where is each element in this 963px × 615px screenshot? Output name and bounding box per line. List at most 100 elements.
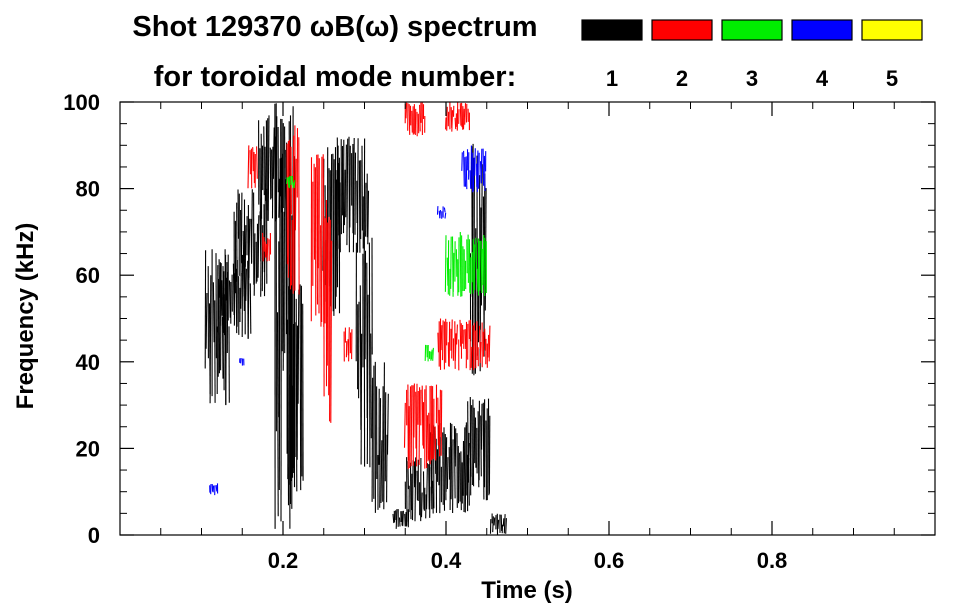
spectral-streak bbox=[410, 385, 413, 467]
y-axis-label: Frequency (kHz) bbox=[12, 223, 39, 410]
spectral-streak bbox=[404, 513, 406, 527]
spectral-streak bbox=[395, 509, 398, 529]
spectral-streak bbox=[349, 145, 351, 228]
spectral-streak bbox=[265, 243, 268, 257]
spectral-streak bbox=[482, 148, 485, 186]
legend-swatch-n4 bbox=[791, 19, 853, 41]
spectral-streak bbox=[281, 153, 284, 352]
series-n1-patch-8 bbox=[355, 232, 373, 468]
y-tick-label: 60 bbox=[76, 263, 100, 288]
legend-swatch-n1 bbox=[581, 19, 643, 41]
spectral-streak bbox=[493, 517, 496, 526]
spectral-streak bbox=[371, 377, 374, 502]
spectral-streak bbox=[444, 235, 447, 292]
spectral-streak bbox=[478, 325, 481, 350]
spectral-streak bbox=[492, 516, 494, 533]
spectral-streak bbox=[240, 192, 243, 264]
spectral-streak bbox=[462, 440, 465, 496]
series-n2-patch-3 bbox=[310, 154, 325, 328]
spectral-streak bbox=[209, 275, 212, 404]
spectral-streak bbox=[425, 385, 428, 469]
spectral-streak bbox=[456, 324, 458, 345]
series-n4 bbox=[209, 145, 487, 496]
spectral-streak bbox=[294, 158, 297, 231]
spectral-streak bbox=[443, 427, 446, 511]
spectral-streak bbox=[264, 146, 267, 201]
spectral-streak bbox=[459, 452, 461, 502]
series-n2-patch-0 bbox=[247, 145, 258, 189]
spectral-streak bbox=[358, 160, 361, 253]
spectral-streak bbox=[497, 519, 500, 529]
spectral-streak bbox=[252, 147, 254, 172]
spectral-streak bbox=[244, 225, 247, 267]
spectral-streak bbox=[421, 385, 424, 446]
spectral-streak bbox=[402, 510, 404, 527]
spectral-streak bbox=[245, 268, 247, 301]
series-n1-patch-10 bbox=[392, 509, 410, 529]
spectral-streak bbox=[432, 480, 434, 514]
series-n2-patch-6 bbox=[403, 383, 443, 470]
chart-title: Shot 129370 ωB(ω) spectrum bbox=[132, 11, 537, 43]
spectral-streak bbox=[443, 207, 446, 213]
spectral-streak bbox=[405, 102, 408, 119]
spectral-streak bbox=[450, 423, 453, 500]
spectral-streak bbox=[446, 257, 449, 286]
spectral-streak bbox=[290, 219, 293, 286]
spectral-streak bbox=[464, 329, 467, 350]
spectral-streak bbox=[356, 138, 359, 253]
spectral-streak bbox=[259, 148, 262, 221]
series-n1-patch-15 bbox=[489, 513, 507, 535]
spectral-streak bbox=[386, 393, 389, 455]
spectral-streak bbox=[472, 157, 475, 192]
spectral-streak bbox=[444, 212, 447, 219]
spectral-streak bbox=[465, 156, 468, 190]
spectral-streak bbox=[471, 405, 473, 486]
spectral-streak bbox=[418, 387, 421, 465]
spectral-streak bbox=[474, 148, 476, 176]
spectral-streak bbox=[247, 145, 250, 189]
spectral-streak bbox=[343, 169, 346, 226]
series-n3-patch-2 bbox=[444, 231, 487, 297]
spectral-streak bbox=[463, 150, 465, 187]
spectral-streak bbox=[459, 319, 462, 347]
y-tick-label: 40 bbox=[76, 350, 100, 375]
legend: 1 2 3 4 5 bbox=[581, 19, 923, 91]
series-n1-patch-1 bbox=[217, 254, 252, 339]
spectral-streak bbox=[383, 362, 385, 510]
spectrogram-layer bbox=[204, 102, 507, 535]
spectral-streak bbox=[408, 406, 410, 461]
legend-swatch-n5 bbox=[861, 19, 923, 41]
spectral-streak bbox=[282, 211, 285, 371]
spectral-streak bbox=[480, 148, 483, 184]
series-n1-patch-13 bbox=[465, 396, 491, 501]
spectral-streak bbox=[411, 110, 413, 133]
spectral-streak bbox=[257, 215, 260, 278]
spectral-streak bbox=[451, 110, 454, 132]
x-tick-label: 0.8 bbox=[757, 548, 788, 573]
spectral-streak bbox=[354, 152, 357, 235]
spectral-streak bbox=[348, 327, 350, 362]
spectral-streak bbox=[485, 420, 487, 501]
series-n2-patch-1 bbox=[262, 232, 272, 262]
spectral-streak bbox=[454, 117, 457, 130]
spectral-streak bbox=[479, 341, 482, 364]
spectral-streak bbox=[248, 218, 251, 278]
spectral-streak bbox=[278, 158, 281, 491]
x-tick-label: 0.4 bbox=[431, 548, 462, 573]
spectral-streak bbox=[297, 289, 300, 404]
series-n2 bbox=[247, 102, 491, 470]
spectral-streak bbox=[367, 190, 370, 245]
spectral-streak bbox=[218, 284, 221, 374]
spectral-streak bbox=[262, 232, 264, 262]
spectral-streak bbox=[461, 152, 463, 171]
spectral-streak bbox=[240, 358, 242, 364]
x-tick-label: 0.2 bbox=[268, 548, 299, 573]
spectral-streak bbox=[484, 188, 487, 311]
spectral-streak bbox=[482, 402, 485, 500]
legend-label-n4: 4 bbox=[816, 66, 829, 91]
spectral-streak bbox=[446, 106, 448, 131]
x-axis-label: Time (s) bbox=[481, 577, 573, 604]
spectral-streak bbox=[212, 282, 215, 343]
spectral-streak bbox=[392, 513, 395, 524]
